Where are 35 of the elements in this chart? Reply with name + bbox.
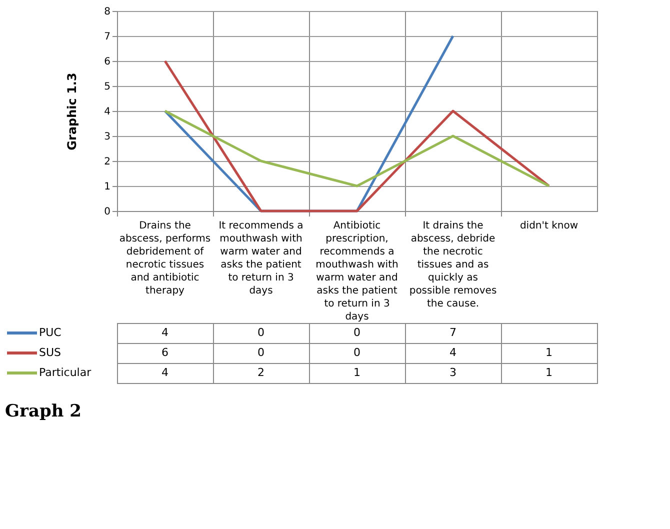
data-label: 0 [258,326,264,339]
x-tick-label: It drains the abscess, debride the necrotic tissues and as quickly as possible removes the cause. [409,220,497,310]
legend-label: Particular [39,366,92,379]
data-label: 2 [258,366,264,379]
y-tick-label: 5 [104,82,110,92]
line-series [164,60,550,212]
data-label: 4 [450,346,456,359]
data-label: 4 [162,326,168,339]
x-tick-label: Antibiotic prescription, recommends a mouthwash with warm water and asks the patient to return in 3 days [316,220,398,322]
y-tick-label: 6 [104,56,110,68]
legend-label: SUS [39,346,62,359]
y-tick-label: 8 [104,6,110,18]
y-tick-label: 4 [104,106,110,118]
data-label: 7 [450,326,456,339]
data-label: 1 [546,346,552,359]
y-tick-label: 0 [104,206,110,218]
data-label: 0 [258,346,264,359]
legend-label: PUC [39,326,62,339]
caption: Graph 2 [5,402,82,422]
y-tick-label: 1 [104,182,110,192]
data-label: 1 [354,366,360,379]
y-tick-label: 7 [104,32,110,42]
data-label: 0 [354,346,360,359]
y-tick-label: 3 [104,132,110,142]
data-label: 1 [546,366,552,379]
y-tick-label: 2 [104,156,110,168]
data-label: 4 [162,366,168,379]
line-series [164,110,550,188]
x-tick-label: It recommends a mouthwash with warm water and asks the patient to return in 3 days [218,220,304,296]
data-label: 0 [354,326,360,339]
data-label: 6 [162,346,168,359]
y-axis-title: Graphic 1.3 [65,72,80,150]
data-label: 3 [450,366,456,379]
x-tick-label: Drains the abscess, performs debridement of necrotic tissues and antibiotic therapy [119,220,211,296]
x-tick-label: didn't know [520,220,578,232]
